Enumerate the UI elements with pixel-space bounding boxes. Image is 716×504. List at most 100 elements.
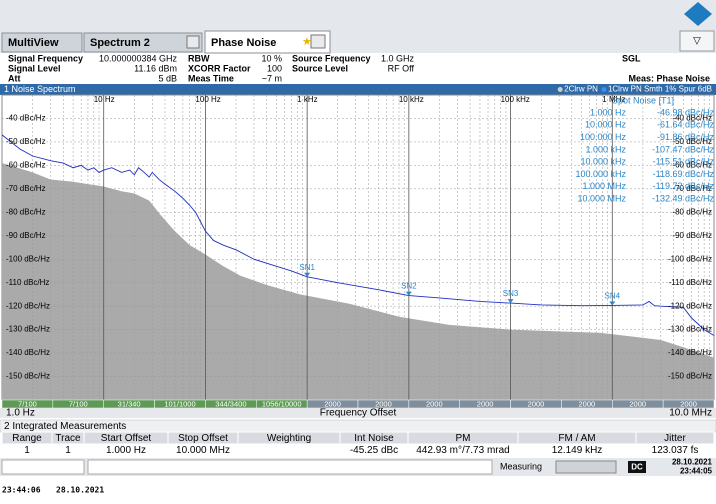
chart-header — [0, 84, 716, 95]
y-tick-label: -40 dBc/Hz — [672, 114, 712, 123]
sweep-segment-label: 2000 — [629, 399, 646, 408]
footer-time: 23:44:06 — [2, 486, 41, 495]
setting-label: RBW — [188, 53, 210, 63]
x-tick-label: 100 kHz — [501, 95, 530, 104]
y-tick-label: -70 dBc/Hz — [672, 184, 712, 193]
status-field — [1, 459, 85, 475]
table-title: 2 Integrated Measurements — [4, 421, 126, 432]
status-date: 28.10.2021 — [672, 458, 713, 467]
status-badge: DC — [631, 463, 643, 472]
marker-value: -107.47 dBc/Hz — [652, 144, 715, 154]
y-tick-label: -150 dBc/Hz — [6, 372, 50, 381]
y-tick-label: -120 dBc/Hz — [6, 301, 50, 310]
sweep-segment-label: 2000 — [680, 399, 697, 408]
marker-frequency: 1.000 kHz — [585, 144, 626, 154]
setting-label: Source Frequency — [292, 53, 371, 63]
y-tick-label: -140 dBc/Hz — [6, 348, 50, 357]
tab-label: MultiView — [8, 37, 59, 49]
y-tick-label: -70 dBc/Hz — [6, 184, 46, 193]
status-state: Measuring — [500, 461, 542, 471]
sweep-segment-label: 2000 — [426, 399, 443, 408]
y-tick-label: -110 dBc/Hz — [6, 278, 49, 287]
table-cell: 1 — [24, 445, 30, 456]
tab[interactable] — [83, 32, 203, 53]
marker-name: SN3 — [503, 289, 519, 298]
x-tick-label: 100 Hz — [195, 95, 220, 104]
table-header-cell — [635, 431, 715, 445]
y-tick-label: -100 dBc/Hz — [668, 254, 712, 263]
sweep-segment-label: 7/100 — [18, 399, 37, 408]
marker-name: SN2 — [401, 282, 417, 291]
status-badge-bg — [628, 461, 646, 473]
marker-frequency: 100.000 kHz — [575, 169, 626, 179]
setting-value: 5 dB — [158, 73, 177, 83]
table-header: Start Offset — [101, 433, 152, 444]
tab-label: Phase Noise — [211, 37, 276, 49]
legend-label: 1Clrw PN Smth 1% Spur 6dB — [608, 85, 712, 94]
marker-value: -91.86 dBc/Hz — [657, 132, 715, 142]
setting-value: ~7 m — [262, 73, 282, 83]
setting-label: Meas Time — [188, 73, 234, 83]
setting-label: Att — [8, 73, 21, 83]
y-tick-label: -80 dBc/Hz — [672, 207, 712, 216]
table-cell: 123.037 fs — [652, 445, 699, 456]
setting-value: RF Off — [388, 63, 415, 73]
menu-button[interactable] — [679, 30, 715, 52]
table-header: Jitter — [664, 433, 686, 444]
measurement: Meas: Phase Noise — [628, 73, 710, 83]
close-button[interactable] — [310, 34, 326, 49]
menu-arrow: ▽ — [693, 36, 701, 47]
status-time: 23:44:05 — [680, 467, 713, 476]
sweep-segment-label: 1056/10000 — [262, 399, 302, 408]
chart-title: 1 Noise Spectrum — [4, 84, 76, 94]
setting-value: 1.0 GHz — [381, 53, 415, 63]
marker-value: -61.64 dBc/Hz — [657, 120, 715, 130]
marker-frequency: 1.000 MHz — [582, 181, 626, 191]
logo — [684, 2, 712, 26]
marker-point — [304, 272, 311, 277]
tab[interactable] — [1, 32, 83, 53]
marker-name: SN4 — [605, 292, 621, 301]
x-tick-label: 10 Hz — [94, 95, 115, 104]
y-tick-label: -90 dBc/Hz — [672, 231, 712, 240]
table-header: PM — [456, 433, 471, 444]
trace-area — [2, 163, 714, 400]
marker-frequency: 1.000 Hz — [590, 107, 627, 117]
y-tick-label: -140 dBc/Hz — [668, 348, 712, 357]
y-tick-label: -120 dBc/Hz — [668, 301, 712, 310]
star-icon: ★ — [302, 36, 312, 48]
sweep-segment-label: 7/100 — [69, 399, 88, 408]
x-tick-label: 10 kHz — [399, 95, 424, 104]
marker-value: -115.51 dBc/Hz — [653, 157, 715, 167]
setting-value: 10 % — [261, 53, 282, 63]
setting-value: 100 — [267, 63, 282, 73]
x-axis-bar — [0, 408, 716, 418]
setting-label: Source Level — [292, 63, 348, 73]
table-header: Stop Offset — [178, 433, 228, 444]
marker-name: SN1 — [299, 263, 315, 272]
status-field — [87, 459, 493, 475]
x-end-label: 10.0 MHz — [669, 408, 712, 419]
sweep-segment-label: 2000 — [528, 399, 545, 408]
marker-frequency: 10.000 MHz — [577, 193, 626, 203]
tab-label: Spectrum 2 — [90, 37, 150, 49]
close-button[interactable] — [186, 35, 200, 49]
table-header: FM / AM — [558, 433, 595, 444]
y-tick-label: -80 dBc/Hz — [6, 207, 46, 216]
table-cell: 1 — [65, 445, 71, 456]
setting-label: Signal Frequency — [8, 53, 83, 63]
table-cell: 10.000 MHz — [176, 445, 230, 456]
tab-active[interactable] — [204, 30, 331, 54]
table-cell: 442.93 m°/7.73 mrad — [416, 445, 510, 456]
legend-dot — [557, 87, 563, 92]
marker-value: -46.98 dBc/Hz — [657, 107, 715, 117]
table-cell: 1.000 Hz — [106, 445, 146, 456]
y-tick-label: -60 dBc/Hz — [672, 160, 712, 169]
marker-frequency: 100.000 Hz — [580, 132, 627, 142]
table-header: Range — [12, 433, 42, 444]
y-tick-label: -90 dBc/Hz — [6, 231, 46, 240]
sweep-segment-label: 2000 — [324, 399, 341, 408]
table-header: Trace — [55, 433, 81, 444]
y-tick-label: -50 dBc/Hz — [6, 137, 46, 146]
marker-value: -119.72 dBc/Hz — [653, 181, 715, 191]
